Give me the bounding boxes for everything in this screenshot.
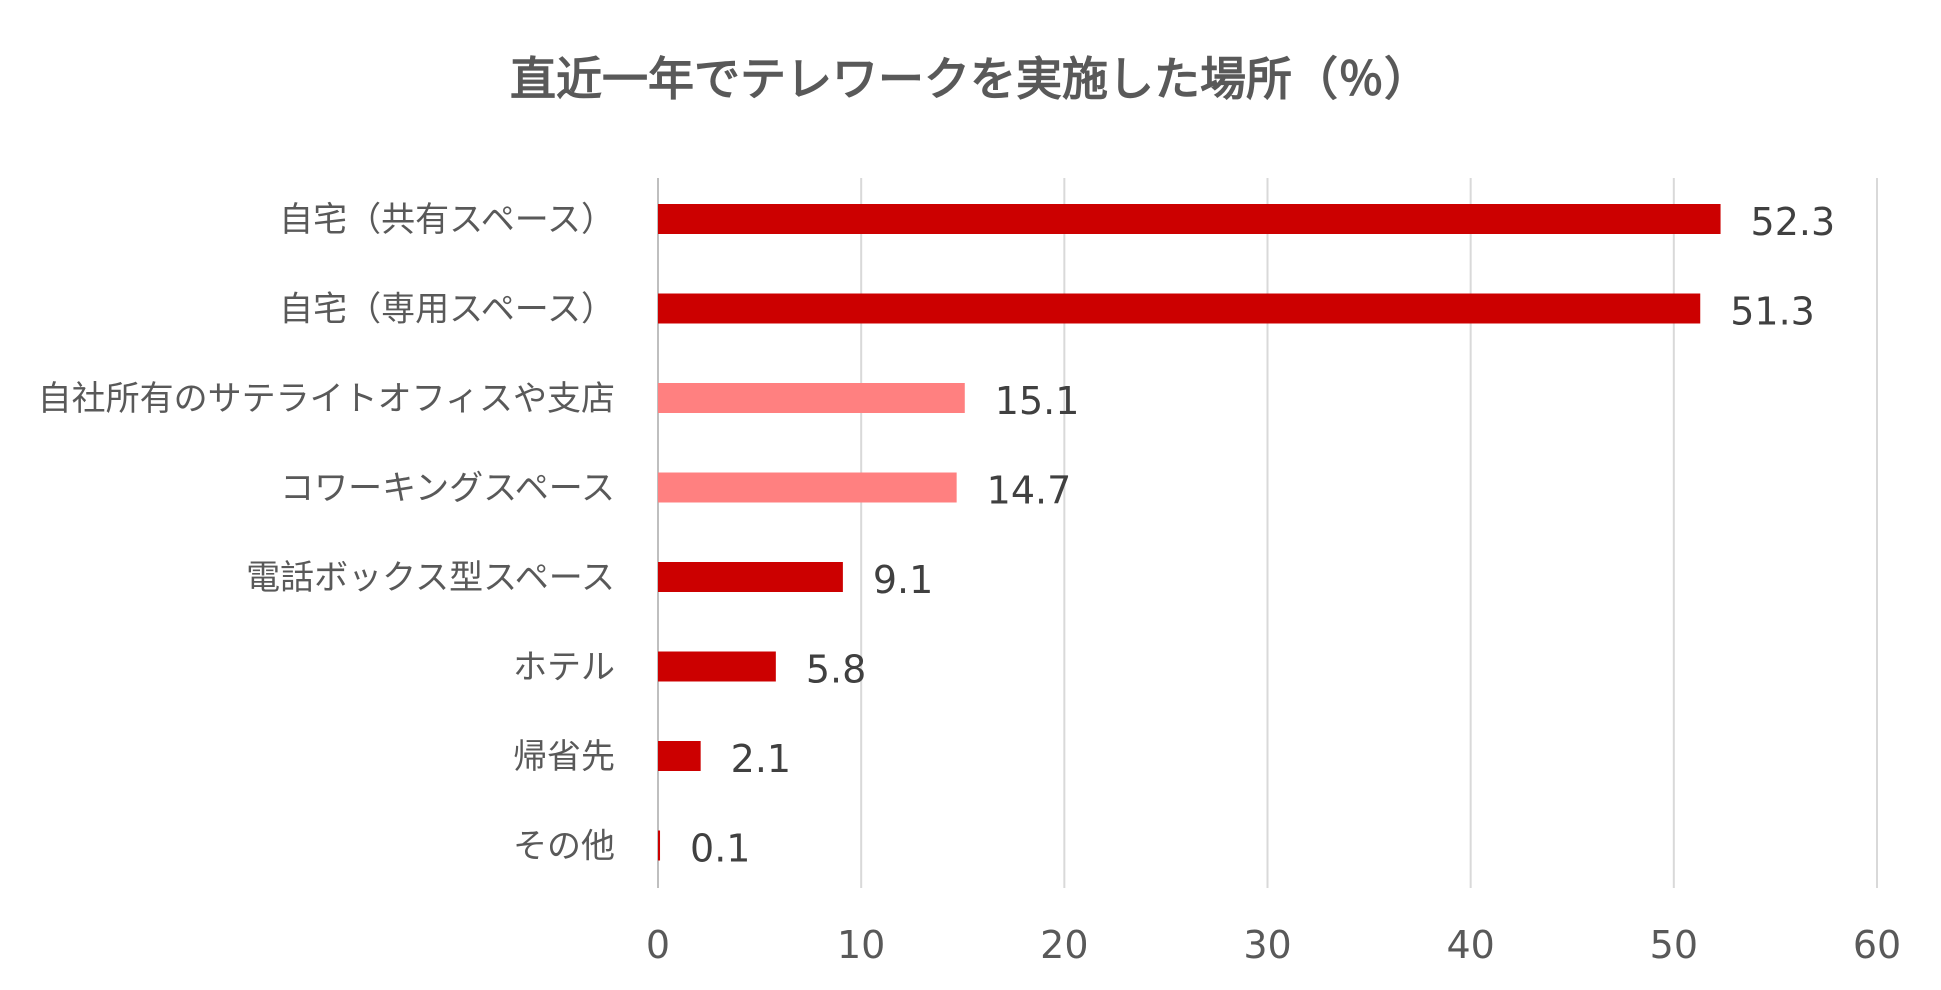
data-label: 5.8 bbox=[806, 648, 866, 692]
category-label: コワーキングスペース bbox=[280, 469, 615, 509]
category-label: 自社所有のサテライトオフィスや支店 bbox=[38, 379, 615, 419]
x-tick-label: 0 bbox=[646, 923, 670, 967]
x-tick-label: 50 bbox=[1650, 923, 1698, 967]
labels: 0 10 20 30 40 50 60 自宅（共有スペース） 52.3 自宅（専用スペース） 51.… bbox=[38, 200, 1902, 967]
bars bbox=[658, 204, 1721, 861]
x-tick-label: 40 bbox=[1446, 923, 1494, 967]
x-tick-label: 10 bbox=[837, 923, 885, 967]
bar bbox=[658, 383, 965, 413]
category-label: ホテル bbox=[513, 648, 615, 688]
bar bbox=[658, 204, 1721, 234]
bar bbox=[658, 741, 701, 771]
bar bbox=[658, 293, 1701, 324]
data-label: 52.3 bbox=[1751, 200, 1836, 244]
data-label: 14.7 bbox=[987, 469, 1072, 513]
data-label: 15.1 bbox=[995, 379, 1080, 423]
gridlines bbox=[657, 178, 1878, 888]
category-label: 自宅（専用スペース） bbox=[279, 290, 615, 330]
data-label: 2.1 bbox=[731, 737, 791, 781]
data-label: 9.1 bbox=[873, 558, 933, 602]
bar bbox=[658, 472, 957, 503]
category-label: 自宅（共有スペース） bbox=[279, 200, 615, 240]
data-label: 51.3 bbox=[1730, 290, 1815, 334]
category-label: その他 bbox=[513, 827, 615, 867]
category-label: 電話ボックス型スペース bbox=[246, 558, 615, 598]
bar bbox=[658, 562, 843, 592]
bar bbox=[658, 651, 776, 682]
chart-title: 直近一年でテレワークを実施した場所（％） bbox=[510, 52, 1430, 106]
x-tick-label: 60 bbox=[1853, 923, 1901, 967]
category-label: 帰省先 bbox=[513, 737, 615, 777]
data-label: 0.1 bbox=[690, 827, 750, 871]
x-tick-label: 30 bbox=[1243, 923, 1291, 967]
bar bbox=[658, 830, 661, 861]
x-tick-label: 20 bbox=[1040, 923, 1088, 967]
